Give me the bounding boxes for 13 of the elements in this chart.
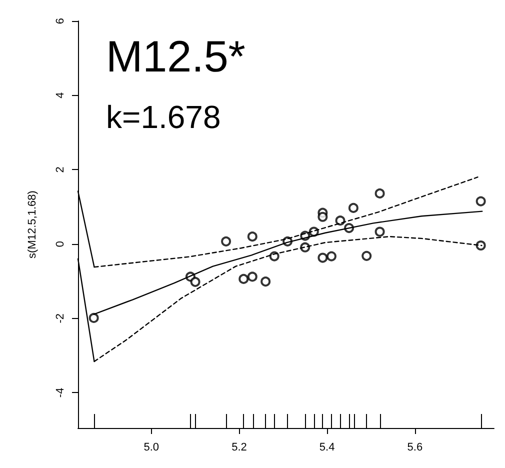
y-tick-label: 6: [54, 18, 66, 24]
chart-title: M12.5*: [106, 32, 246, 82]
y-tick-label: -2: [54, 313, 66, 324]
x-tick-label: 5.4: [319, 442, 335, 454]
x-tick-label: 5.0: [144, 442, 160, 454]
y-tick-label: 4: [54, 92, 66, 98]
y-tick-label: 2: [54, 166, 66, 173]
y-axis-title: s(M12.5,1.68): [26, 190, 38, 258]
y-tick-label: -4: [54, 388, 66, 398]
x-tick-label: 5.2: [232, 442, 247, 454]
y-tick-label: 0: [54, 240, 66, 248]
text: k=1.678: [106, 99, 221, 135]
x-tick-label: 5.6: [407, 442, 423, 454]
